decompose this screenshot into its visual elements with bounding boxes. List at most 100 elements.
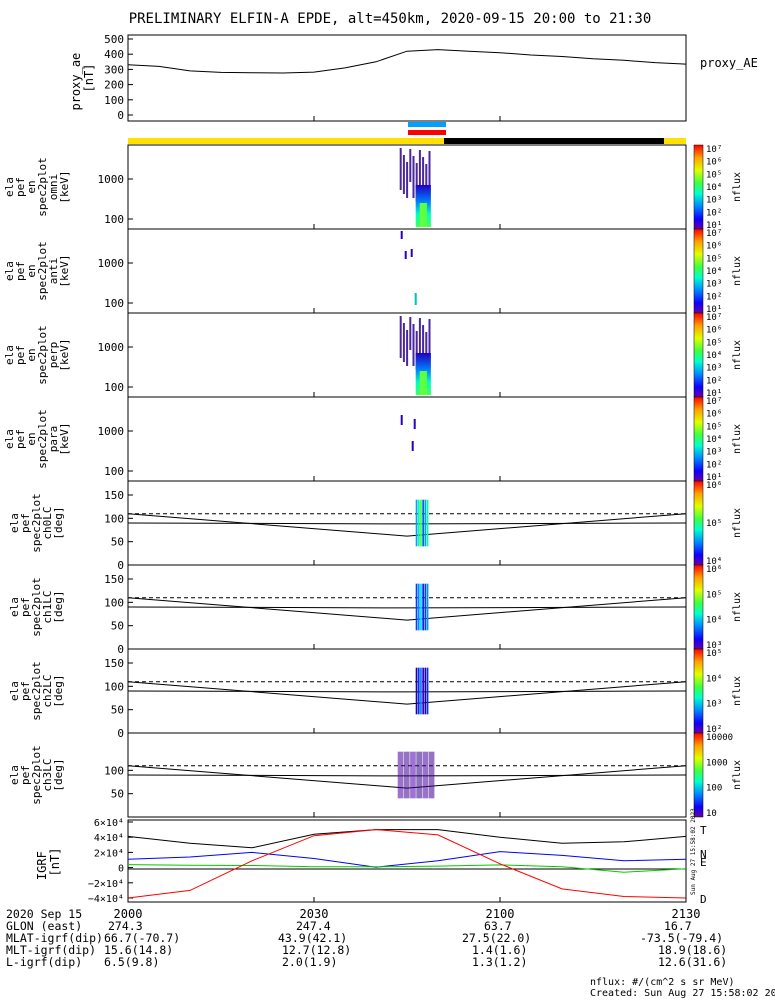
angle-ytick-label: 100 (104, 596, 124, 609)
pitch-angle-bin (417, 667, 420, 715)
glon-value-2130: 16.7 (664, 919, 692, 933)
glon-value-2100: 63.7 (484, 919, 512, 933)
energy-ylabel-line: omni (47, 174, 60, 201)
colorbar-tick-label: 10¹ (706, 473, 722, 483)
colorbar-tick-label: 10² (706, 208, 722, 218)
spectrogram-streak (406, 330, 409, 366)
colorbar-tick-label: 10⁵ (706, 170, 722, 180)
pitch-angle-bin (397, 751, 404, 799)
angle-ytick-label: 50 (111, 704, 124, 717)
xtick-2000: 2000 (114, 907, 143, 921)
angle-ytick-label: 150 (104, 573, 124, 586)
pitch-angle-bin (424, 583, 427, 631)
mlt-value-2030: 12.7(12.8) (282, 943, 352, 957)
xtick-2130: 2130 (672, 907, 701, 921)
angle-ylabel-line: spec2plot (30, 745, 43, 805)
pitch-angle-bin (416, 751, 422, 799)
energy-ylabel-line: anti (47, 258, 60, 285)
pitch-angle-bin (422, 583, 424, 631)
colorbar-tick-label: 10⁶ (706, 326, 722, 336)
colorbar-6: 10⁵ 10⁴ 10³ 10² nflux (693, 648, 743, 735)
spectrogram-peak (419, 203, 427, 227)
pitch-angle-bin (422, 499, 424, 547)
energy-panel-frame (127, 228, 687, 314)
pitch-angle-panels: 150100500elapefspec2plotch0LC[deg]150100… (8, 480, 687, 818)
spectrogram-speck (410, 249, 413, 257)
colorbar-tick-label: 10⁷ (706, 145, 722, 155)
colorbar-tick-label: 10² (706, 292, 722, 302)
colorbar-tick-label: 10⁶ (706, 242, 722, 252)
igrf-legend-t: T (700, 824, 707, 837)
energy-ylabel-line: [keV] (58, 170, 71, 203)
angle-ylabel-line: ela (8, 681, 21, 701)
igrf-line-n (127, 851, 687, 868)
glon-value-2000: 274.3 (108, 919, 143, 933)
footer-row-mlt-label: MLT-igrf(dip) (6, 943, 97, 957)
igrf-frame (127, 819, 687, 903)
pitch-angle-bin (426, 583, 429, 631)
energy-panel-3: 1000 100 elapefenspec2plotpara[keV] (3, 396, 687, 482)
colorbar-2: 10⁷ 10⁶ 10⁵ 10⁴ 10³ 10² 10¹ nflux (693, 312, 743, 399)
xtick-2030: 2030 (300, 907, 329, 921)
state-bar (128, 138, 686, 144)
energy-spectrogram-panels: 1000100elapefenspec2plotomni[keV]1000100… (3, 144, 687, 482)
colorbar-ramp (693, 144, 704, 230)
angle-panel-ylabel: elapefspec2plotch2LC[deg] (8, 661, 65, 721)
pitch-angle-bin (403, 751, 410, 799)
colorbar-label: nflux (732, 760, 743, 790)
energy-ytick-label: 100 (104, 465, 124, 478)
energy-ylabel-line: spec2plot (36, 241, 49, 301)
colorbar-tick-label: 10⁴ (706, 616, 722, 626)
colorbar-tick-label: 10⁵ (706, 649, 722, 659)
colorbar-tick-label: 10⁷ (706, 397, 722, 407)
pitch-angle-bin (426, 499, 429, 547)
angle-ylabel-line: pef (19, 513, 32, 533)
energy-ylabel-line: ela (3, 429, 16, 449)
proxy-ytick-label: 100 (104, 94, 124, 107)
mlt-value-2100: 1.4(1.6) (472, 943, 528, 957)
units-note: nflux: #/(cm^2 s sr MeV) (590, 977, 735, 988)
spectrogram-streak (399, 148, 402, 190)
angle-panel-2: 150 100 50 0 elapefspec2plotch2LC[deg] (8, 648, 687, 740)
spectrogram-peak (419, 371, 427, 395)
energy-panel-0: 1000 100 elapefenspec2plotomni[keV] (3, 144, 687, 230)
spectrogram-streak (409, 317, 412, 350)
proxy-ae-legend: proxy_AE (700, 56, 758, 70)
proxy-ae-ylabel: proxy_ae [nT] (69, 45, 96, 110)
angle-ytick-label: 0 (117, 727, 124, 740)
pitch-angle-bin (417, 499, 420, 547)
igrf-line-d (127, 829, 687, 899)
angle-ylabel-line: pef (19, 681, 32, 701)
colorbar-tick-label: 10⁴ (706, 267, 722, 277)
colorbar-ramp (693, 396, 704, 482)
igrf-panel: 6×10⁴ 4×10⁴ 2×10⁴ 0 −2×10⁴ −4×10⁴ IGRF [nT] T… (35, 808, 707, 906)
colorbar-tick-label: 10³ (706, 448, 722, 458)
mlt-value-2000: 15.6(14.8) (104, 943, 174, 957)
colorbar-ramp (693, 480, 704, 566)
colorbar-label: nflux (732, 508, 743, 538)
pitch-angle-bin (415, 583, 418, 631)
energy-ylabel-line: [keV] (58, 422, 71, 455)
energy-ylabel-line: pef (14, 345, 27, 365)
igrf-ytick-label: 0 (118, 864, 124, 875)
footer-date: 2020 Sep 15 (6, 907, 83, 921)
angle-ytick-label: 50 (111, 536, 124, 549)
igrf-line-t (127, 829, 687, 849)
l-value-2000: 6.5(9.8) (104, 955, 160, 969)
colorbar-label: nflux (732, 592, 743, 622)
angle-ytick-label: 50 (111, 788, 124, 801)
x-tick-marks (127, 116, 687, 902)
colorbar-tick-label: 10⁶ (706, 158, 722, 168)
colorbar-0: 10⁷ 10⁶ 10⁵ 10⁴ 10³ 10² 10¹ nflux (693, 144, 743, 231)
spectrogram-streak (418, 318, 421, 354)
pitch-angle-bin (420, 667, 422, 715)
colorbar-tick-label: 10³ (706, 280, 722, 290)
igrf-legend-n: N (700, 848, 707, 861)
energy-ylabel-line: ela (3, 261, 16, 281)
energy-ylabel-line: pef (14, 429, 27, 449)
mlat-value-2130: -73.5(-79.4) (640, 931, 724, 945)
state-bar-yellow-left (128, 138, 444, 144)
loss-cone-line (127, 513, 687, 537)
pitch-angle-bin (424, 667, 427, 715)
spectrogram-speck (411, 441, 414, 451)
